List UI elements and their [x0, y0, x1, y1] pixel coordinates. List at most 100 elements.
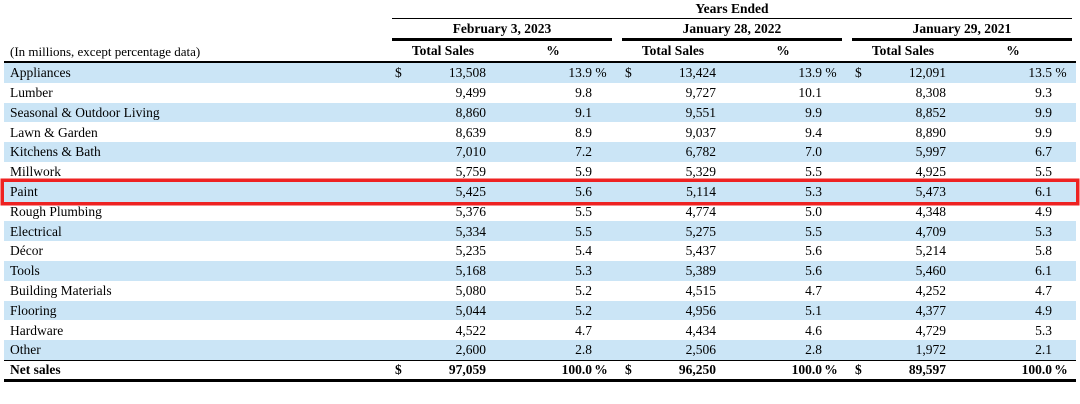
table-row: Millwork 5,759 5.9 5,329 5.5 4,925 5.5: [4, 162, 1076, 182]
percent-value: 10.1: [724, 86, 842, 100]
percent-number: 9.1: [575, 104, 592, 120]
column-gap: [842, 320, 852, 340]
column-gap: [842, 202, 852, 222]
percent-value: 5.5: [494, 204, 612, 219]
total-sales-value: 13,424: [678, 65, 716, 81]
percent-number: 5.0: [805, 203, 822, 219]
percent-number: 2.8: [575, 342, 592, 358]
percent-number: 6.1: [1035, 183, 1052, 199]
percent-number: 5.2: [575, 282, 592, 298]
total-sales-value: 4,925: [915, 164, 946, 180]
percent-value: 4.6: [724, 322, 842, 338]
category-label: Building Materials: [10, 282, 112, 298]
column-gap: [612, 83, 622, 103]
total-sales-value: 4,956: [685, 302, 716, 318]
column-gap: [612, 162, 622, 182]
total-sales-value: 5,437: [685, 243, 716, 259]
total-sales-value: 4,729: [915, 322, 946, 338]
percent-value: 5.3: [954, 323, 1072, 338]
percent-value: 9.3: [954, 86, 1072, 100]
percent-number: 4.6: [805, 322, 822, 338]
percent-number: 5.2: [575, 302, 592, 318]
total-sales-col-header: Total Sales: [641, 43, 705, 59]
category-label: Rough Plumbing: [10, 203, 102, 219]
percent-number: 9.3: [1035, 84, 1052, 100]
total-sales-value: 4,252: [915, 282, 946, 298]
total-sales-value: 4,377: [915, 302, 946, 318]
category-label: Paint: [10, 183, 38, 199]
category-label: Décor: [10, 243, 43, 259]
percent-value: 5.4: [494, 244, 612, 258]
percent-number: 6.1: [1035, 263, 1052, 279]
total-sales-value: 5,425: [455, 183, 486, 199]
table-row: Lawn & Garden 8,639 8.9 9,037 9.4 8,890 …: [4, 122, 1076, 142]
table-row: Appliances $ 13,508 13.9% $ 13,424 13.9%…: [4, 63, 1076, 83]
dollar-sign: $: [395, 362, 402, 378]
table-row: Seasonal & Outdoor Living 8,860 9.1 9,55…: [4, 102, 1076, 123]
percent-number: 9.8: [575, 84, 592, 100]
total-sales-value: 5,168: [455, 263, 486, 279]
period-header-fy2021: January 29, 2021: [852, 19, 1072, 41]
total-sales-value: 5,389: [685, 263, 716, 279]
total-sales-value: 8,860: [455, 104, 486, 120]
period-header-fy2022: January 28, 2022: [622, 19, 842, 41]
percent-value: 4.7: [954, 284, 1072, 298]
total-sales-value: 5,473: [915, 183, 946, 199]
dollar-sign: $: [855, 362, 862, 378]
total-sales-value: 89,597: [908, 362, 946, 378]
category-label: Tools: [10, 263, 40, 279]
column-headers-row: (In millions, except percentage data) To…: [4, 41, 1076, 63]
column-gap: [842, 122, 852, 142]
percent-number: 100.0: [791, 362, 822, 378]
total-sales-value: 2,600: [455, 342, 486, 358]
category-label: Appliances: [10, 65, 71, 81]
percent-number: 8.9: [575, 124, 592, 140]
table-row: Tools 5,168 5.3 5,389 5.6 5,460 6.1: [4, 260, 1076, 281]
table-row: Paint 5,425 5.6 5,114 5.3 5,473 6.1: [4, 181, 1076, 202]
percent-number: 5.1: [805, 302, 822, 318]
table-row: Kitchens & Bath 7,010 7.2 6,782 7.0 5,99…: [4, 142, 1076, 162]
percent-number: 5.5: [575, 223, 592, 239]
total-sales-value: 13,508: [448, 65, 486, 81]
percent-value: 9.4: [724, 125, 842, 140]
dollar-sign: $: [625, 65, 632, 81]
row-label-header: (In millions, except percentage data): [10, 43, 201, 59]
total-sales-value: 8,308: [915, 84, 946, 100]
table-body: Appliances $ 13,508 13.9% $ 13,424 13.9%…: [4, 63, 1076, 360]
percent-value: 9.9: [954, 105, 1072, 120]
percent-value: 5.5: [724, 224, 842, 239]
total-sales-value: 5,275: [685, 223, 716, 239]
percent-sign: %: [1054, 362, 1068, 378]
column-gap: [612, 281, 622, 301]
percent-number: 5.5: [805, 164, 822, 180]
column-gap: [612, 202, 622, 222]
percent-number: 5.3: [575, 263, 592, 279]
percent-value: 5.9: [494, 165, 612, 179]
percent-number: 5.9: [575, 164, 592, 180]
column-gap: [612, 182, 622, 202]
column-gap: [842, 142, 852, 162]
percent-value: 9.9: [724, 105, 842, 120]
percent-number: 4.9: [1035, 302, 1052, 318]
total-sales-value: 5,329: [685, 164, 716, 180]
percent-number: 100.0: [561, 362, 592, 378]
total-sales-col-header: Total Sales: [411, 43, 475, 59]
percent-value: 5.6: [494, 185, 612, 199]
percent-value: 5.0: [724, 203, 842, 219]
table-row: Electrical 5,334 5.5 5,275 5.5 4,709 5.3: [4, 221, 1076, 242]
percent-value: 2.8: [724, 343, 842, 357]
percent-value: 2.1: [954, 343, 1072, 357]
total-sales-value: 5,044: [455, 302, 486, 318]
percent-number: 13.9: [568, 65, 592, 81]
column-gap: [842, 182, 852, 202]
table-row: Lumber 9,499 9.8 9,727 10.1 8,308 9.3: [4, 83, 1076, 103]
sales-by-category-table: Years Ended February 3, 2023 January 28,…: [4, 2, 1076, 382]
column-gap: [612, 142, 622, 162]
percent-col-header: %: [546, 43, 560, 59]
column-gap: [612, 361, 622, 379]
percent-value: 5.8: [954, 244, 1072, 258]
total-sales-value: 4,709: [915, 223, 946, 239]
total-sales-value: 12,091: [908, 65, 946, 81]
dollar-sign: $: [395, 65, 402, 81]
column-gap: [612, 103, 622, 123]
